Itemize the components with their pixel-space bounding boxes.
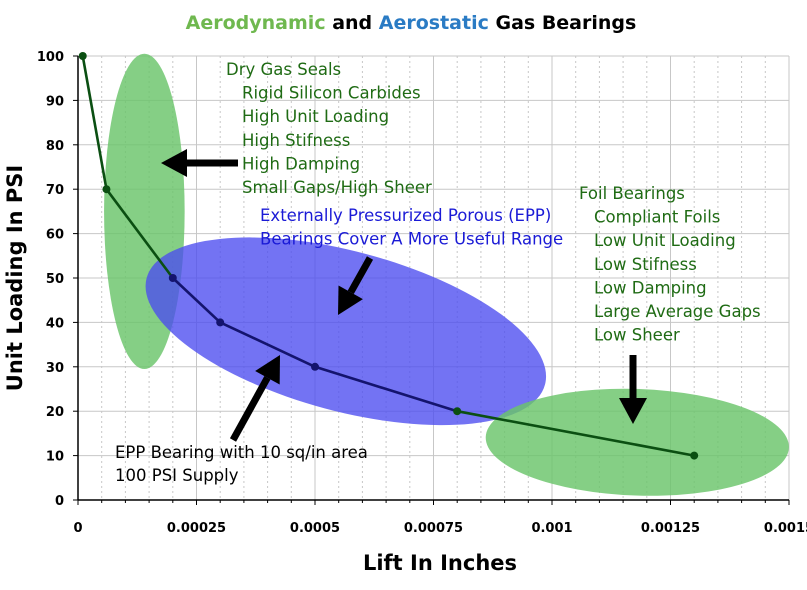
epp-bearing-line-1: EPP Bearing with 10 sq/in area xyxy=(115,443,368,462)
data-point-70 xyxy=(102,185,111,194)
y-tick-label-60: 60 xyxy=(46,228,64,243)
title-aerodynamic: Aerodynamic xyxy=(186,12,326,34)
arrow-foil-head xyxy=(619,398,647,424)
foil-bearings-line-7: Low Sheer xyxy=(594,326,680,345)
x-tick-label-0.00025: 0.00025 xyxy=(167,521,226,536)
foil-bearings-line-5: Low Damping xyxy=(594,278,707,297)
data-point-100 xyxy=(78,52,87,60)
foil-bearings-line-1: Foil Bearings xyxy=(579,184,685,203)
epp-bearing-line-2: 100 PSI Supply xyxy=(115,466,239,485)
title-aerostatic: Aerostatic xyxy=(379,12,489,34)
data-point-20 xyxy=(453,407,462,416)
arrow-bearing-shaft xyxy=(229,376,271,442)
x-tick-label-0.0015: 0.0015 xyxy=(764,521,807,536)
data-point-10 xyxy=(690,451,699,460)
x-tick-label-0.0005: 0.0005 xyxy=(290,521,340,536)
dry-gas-seals-line-4: High Stifness xyxy=(242,131,350,150)
title-gas-bearings: Gas Bearings xyxy=(489,12,636,34)
series-segment xyxy=(313,365,459,413)
dry-gas-seals-line-2: Rigid Silicon Carbides xyxy=(242,84,421,103)
y-tick-label-10: 10 xyxy=(46,450,64,465)
y-axis-title: Unit Loading In PSI xyxy=(3,165,27,391)
series-segment xyxy=(81,54,108,191)
arrow-epp-shaft xyxy=(347,256,374,295)
arrow-dry-gas-head xyxy=(161,149,187,177)
y-tick-label-100: 100 xyxy=(37,50,64,65)
y-tick-label-70: 70 xyxy=(46,183,64,198)
region-foil-bearings xyxy=(485,388,789,496)
data-point-50 xyxy=(168,274,177,282)
x-tick-label-0.00075: 0.00075 xyxy=(404,521,463,536)
series-segment xyxy=(218,321,317,369)
dry-gas-seals-line-1: Dry Gas Seals xyxy=(226,60,341,79)
data-point-40 xyxy=(216,318,225,327)
bearing-regions xyxy=(104,53,789,496)
dry-gas-seals-line-3: High Unit Loading xyxy=(242,107,389,126)
series-segment xyxy=(105,187,175,280)
x-tick-label-0: 0 xyxy=(73,521,82,536)
axes xyxy=(73,55,790,505)
dry-gas-seals-line-6: Small Gaps/High Sheer xyxy=(242,178,432,197)
epp-line-2: Bearings Cover A More Useful Range xyxy=(260,230,563,249)
chart-title: Aerodynamic and Aerostatic Gas Bearings xyxy=(186,12,637,34)
y-tick-label-40: 40 xyxy=(46,316,64,331)
series-segment xyxy=(171,276,222,324)
foil-bearings-line-4: Low Stifness xyxy=(594,255,697,274)
foil-bearings-line-6: Large Average Gaps xyxy=(594,302,761,321)
y-tick-label-0: 0 xyxy=(55,494,64,509)
foil-bearings-line-3: Low Unit Loading xyxy=(594,231,736,250)
arrow-epp-head xyxy=(338,285,363,315)
y-tick-label-90: 90 xyxy=(46,94,64,109)
series-segment xyxy=(455,409,696,457)
y-tick-label-50: 50 xyxy=(46,272,64,287)
y-tick-label-30: 30 xyxy=(46,361,64,376)
x-tick-label-0.00125: 0.00125 xyxy=(641,521,700,536)
region-externally-pressurized-porous-epp xyxy=(145,237,547,426)
data-series xyxy=(78,52,699,460)
annotation-arrows xyxy=(161,149,647,442)
epp-line-1: Externally Pressurized Porous (EPP) xyxy=(260,206,551,225)
tick-labels: 0 10 20 30 40 50 60 70 80 90 100 0 0.00025 0.0005 0.00… xyxy=(37,50,807,536)
x-axis-title: Lift In Inches xyxy=(363,551,517,575)
x-tick-label-0.001: 0.001 xyxy=(531,521,572,536)
foil-bearings-line-2: Compliant Foils xyxy=(594,208,720,227)
y-tick-label-20: 20 xyxy=(46,405,64,420)
data-point-30 xyxy=(311,362,319,371)
dry-gas-seals-line-5: High Damping xyxy=(242,154,360,173)
arrow-bearing-head xyxy=(255,355,280,385)
y-tick-label-80: 80 xyxy=(46,139,64,154)
annotations: Dry Gas Seals Rigid Silicon Carbides High … xyxy=(115,60,761,485)
title-and: and xyxy=(326,12,379,34)
